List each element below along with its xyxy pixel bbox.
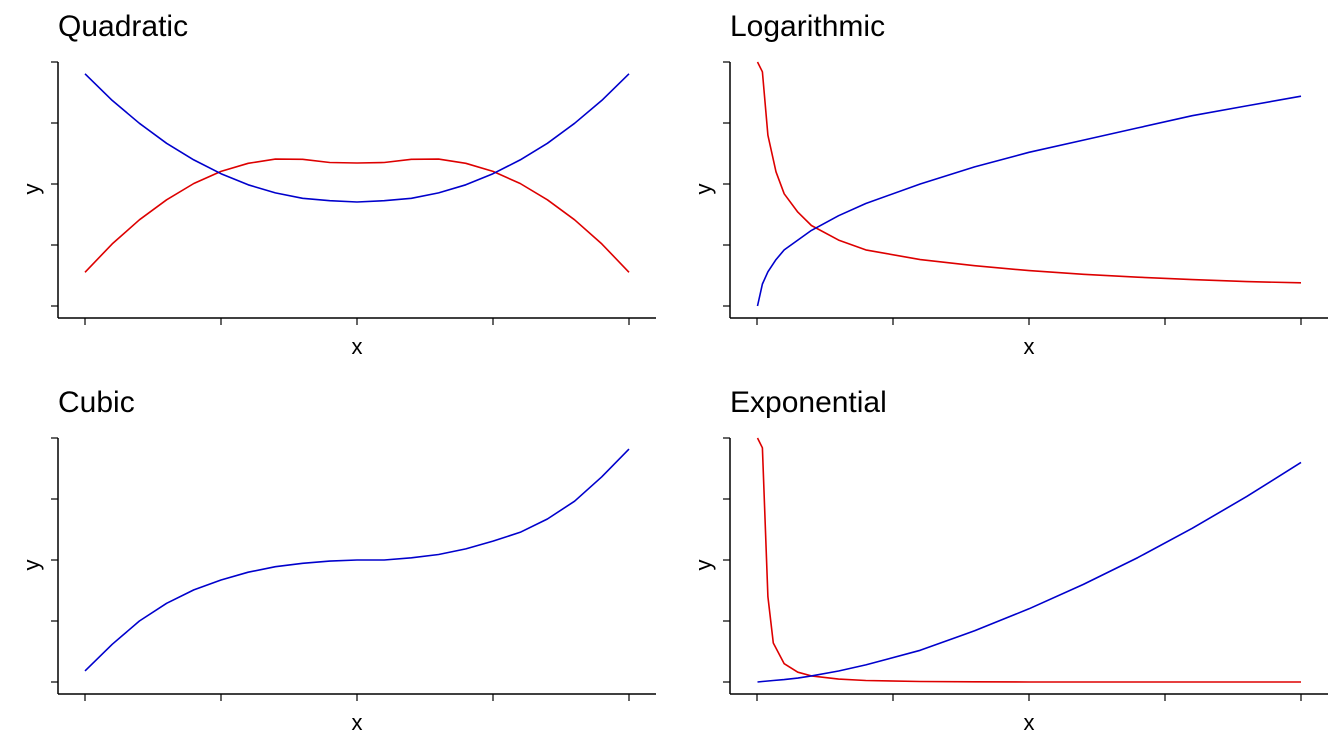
cubic-panel: Cubic x y — [0, 376, 672, 752]
quadratic-plot — [51, 61, 656, 325]
series-line-1 — [84, 73, 630, 203]
panel-title: Logarithmic — [730, 10, 886, 43]
cubic-plot — [51, 437, 656, 701]
y-axis-label: y — [691, 183, 716, 195]
x-axis-label: x — [351, 334, 363, 359]
y-axis-label: y — [19, 559, 44, 571]
series-line-0 — [84, 158, 630, 273]
x-axis-label: x — [1023, 710, 1035, 735]
y-axis-label: y — [691, 559, 716, 571]
panel-title: Exponential — [730, 386, 887, 419]
quadratic-panel: Quadratic x y — [0, 0, 672, 376]
series-line-0 — [84, 448, 630, 672]
exponential-panel: Exponential x y — [672, 376, 1344, 752]
logarithmic-panel: Logarithmic x y — [672, 0, 1344, 376]
panel-title: Quadratic — [58, 10, 189, 43]
exponential-plot — [723, 437, 1328, 701]
x-axis-label: x — [1023, 334, 1035, 359]
panel-title: Cubic — [58, 386, 135, 419]
series-line-0 — [756, 437, 1301, 683]
series-line-0 — [756, 61, 1302, 284]
x-axis-label: x — [351, 710, 363, 735]
logarithmic-plot — [723, 61, 1328, 325]
series-line-1 — [756, 95, 1302, 307]
series-line-1 — [757, 461, 1302, 683]
y-axis-label: y — [19, 183, 44, 195]
